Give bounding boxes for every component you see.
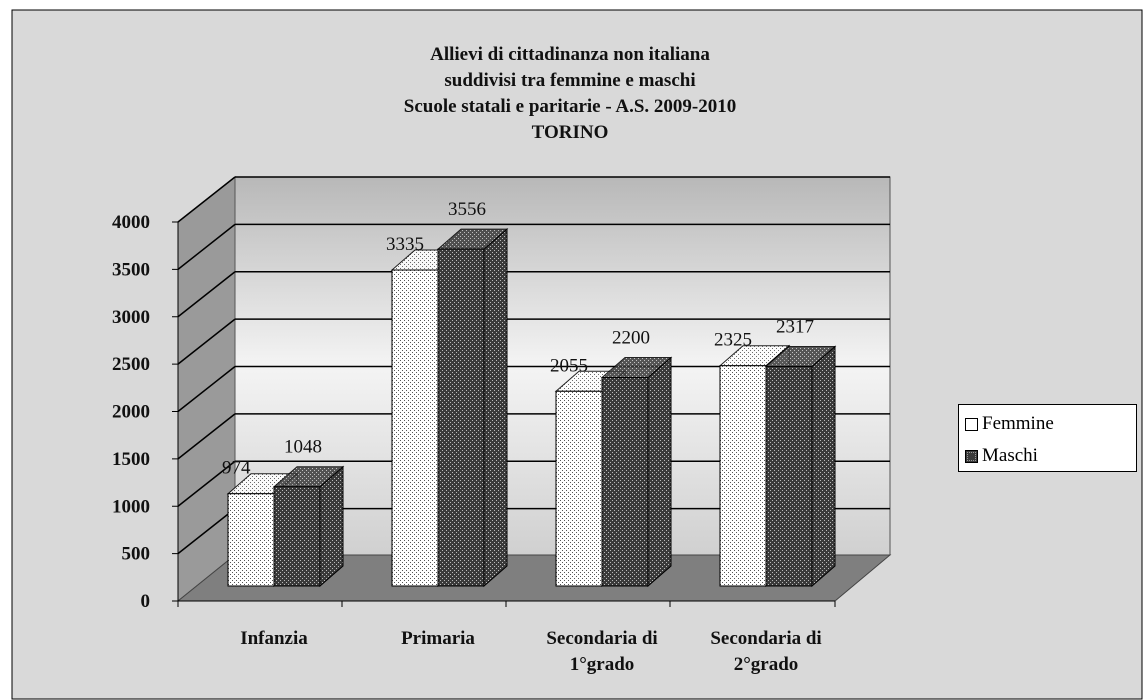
- bar-front: [601, 377, 649, 587]
- bar-front: [765, 365, 813, 587]
- x-tick-label: Primaria: [401, 628, 475, 649]
- legend-label: Maschi: [982, 445, 1038, 466]
- bar-side: [319, 465, 344, 588]
- legend-label: Femmine: [982, 413, 1054, 434]
- bar: [436, 227, 509, 588]
- y-tick-label: 1500: [112, 449, 150, 470]
- legend-item: Maschi: [965, 443, 1136, 469]
- bar: [272, 465, 345, 588]
- legend-item: Femmine: [965, 411, 1136, 437]
- y-tick-label: 0: [141, 591, 151, 612]
- grid-line: [177, 460, 236, 507]
- grid-line: [177, 271, 236, 318]
- y-tick-label: 3500: [112, 259, 150, 280]
- grid-line: [177, 176, 236, 223]
- chart-title: Allievi di cittadinanza non italiana sud…: [403, 44, 737, 143]
- bar: [600, 356, 673, 588]
- data-label: 3335: [386, 234, 424, 255]
- x-tick-label: Secondaria di 1°grado: [546, 628, 658, 675]
- grid-line: [177, 223, 236, 270]
- bar-side: [647, 356, 672, 588]
- grid-line: [177, 413, 236, 460]
- grid-line: [177, 318, 236, 365]
- data-label: 2200: [612, 328, 650, 349]
- y-tick-label: 2500: [112, 354, 150, 375]
- data-label: 2317: [776, 316, 814, 337]
- data-label: 3556: [448, 199, 486, 220]
- x-tick-label: Secondaria di 2°grado: [710, 628, 822, 675]
- bar-front: [227, 493, 275, 587]
- data-label: 1048: [284, 437, 322, 458]
- bar-side: [811, 345, 836, 588]
- y-tick-label: 500: [122, 544, 151, 565]
- bar-side: [483, 227, 508, 588]
- data-label: 2055: [550, 355, 588, 376]
- y-tick-label: 2000: [112, 402, 150, 423]
- y-tick-label: 1000: [112, 496, 150, 517]
- bar: [764, 345, 837, 588]
- legend-swatch: [965, 449, 978, 463]
- data-label: 2325: [714, 330, 752, 351]
- bar-front: [555, 390, 603, 587]
- bar-front: [437, 248, 485, 587]
- bar-front: [273, 486, 321, 587]
- bar-front: [391, 269, 439, 587]
- legend-swatch: [965, 417, 978, 431]
- bar-front: [719, 365, 767, 587]
- x-tick-label: Infanzia: [240, 628, 308, 649]
- legend: Femmine Maschi: [958, 404, 1137, 472]
- y-tick-label: 3000: [112, 307, 150, 328]
- grid-line: [177, 365, 236, 413]
- y-tick-label: 4000: [112, 212, 150, 233]
- data-label: 974: [222, 458, 251, 479]
- grid-line: [177, 508, 236, 555]
